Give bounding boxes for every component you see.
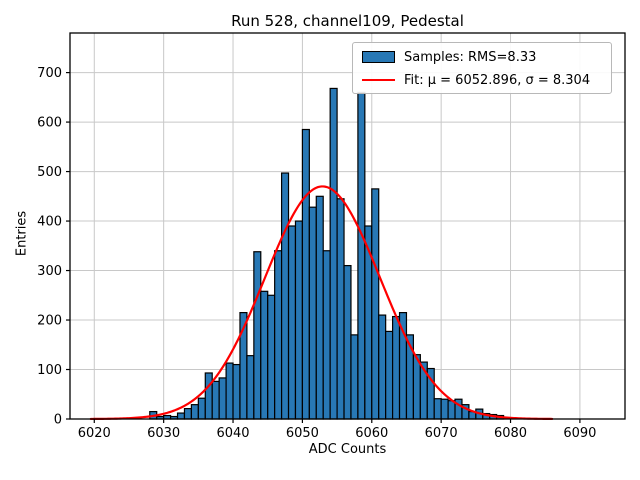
histogram-bar	[204, 372, 213, 420]
y-tick-label: 300	[37, 264, 62, 279]
y-tick-label: 100	[37, 363, 62, 378]
histogram-bar	[322, 250, 331, 420]
x-tick-label: 6070	[425, 426, 458, 441]
gaussian-fit-curve	[89, 185, 554, 421]
histogram-bar	[329, 87, 338, 420]
y-tick-label: 600	[37, 116, 62, 131]
histogram-bar	[308, 206, 317, 420]
legend-samples-label: Samples: RMS=8.33	[404, 49, 537, 65]
histogram-bar	[218, 377, 227, 420]
histogram-bar	[433, 398, 442, 420]
histogram-bar	[267, 294, 276, 420]
histogram-bar	[440, 398, 449, 420]
y-axis-label: Entries	[14, 210, 30, 257]
y-tick-label: 200	[37, 314, 62, 329]
histogram-bar	[343, 264, 352, 420]
fit-line-icon	[362, 79, 395, 81]
x-tick-label: 6060	[355, 426, 388, 441]
legend: Samples: RMS=8.33 Fit: μ = 6052.896, σ =…	[352, 42, 612, 94]
x-tick-label: 6030	[147, 426, 180, 441]
histogram-bar	[183, 408, 193, 420]
legend-entry-fit: Fit: μ = 6052.896, σ = 8.304	[353, 69, 590, 91]
histogram-bar	[211, 380, 220, 420]
chart-title: Run 528, channel109, Pedestal	[231, 12, 464, 30]
axes-spines	[69, 32, 626, 420]
samples-swatch-icon	[362, 51, 395, 63]
x-tick-label: 6050	[286, 426, 319, 441]
histogram-bar	[225, 362, 234, 420]
y-tick-label: 400	[37, 215, 62, 230]
histogram-bar	[301, 128, 310, 420]
legend-entry-samples: Samples: RMS=8.33	[353, 46, 536, 68]
x-tick-label: 6090	[563, 426, 596, 441]
legend-fit-label: Fit: μ = 6052.896, σ = 8.304	[404, 72, 591, 88]
histogram-bar	[197, 397, 206, 420]
histogram-bar	[260, 290, 269, 420]
histogram-bar	[280, 172, 290, 420]
x-tick-label: 6040	[216, 426, 249, 441]
histogram-bar	[391, 315, 401, 420]
y-tick-label: 0	[54, 413, 62, 428]
histogram-bar	[371, 188, 380, 420]
y-tick-label: 700	[37, 66, 62, 81]
histogram-bar	[315, 195, 324, 420]
histogram-bar	[357, 91, 366, 420]
histogram-bar	[378, 314, 387, 420]
x-axis-label: ADC Counts	[308, 442, 387, 457]
y-tick-label: 500	[37, 165, 62, 180]
histogram-bar	[232, 363, 241, 420]
histogram-bar	[385, 330, 394, 420]
histogram-bar	[246, 355, 255, 420]
histogram-bar	[350, 334, 359, 420]
histogram-bar	[336, 198, 345, 420]
x-tick-label: 6080	[494, 426, 527, 441]
histogram-bar	[274, 250, 283, 420]
x-tick-label: 6020	[78, 426, 111, 441]
histogram-bar	[447, 400, 456, 420]
histogram-bar	[253, 251, 262, 420]
histogram-bar	[294, 220, 304, 420]
histogram-bar	[176, 412, 186, 420]
histogram-bar	[190, 404, 199, 420]
histogram-bar	[287, 225, 297, 420]
